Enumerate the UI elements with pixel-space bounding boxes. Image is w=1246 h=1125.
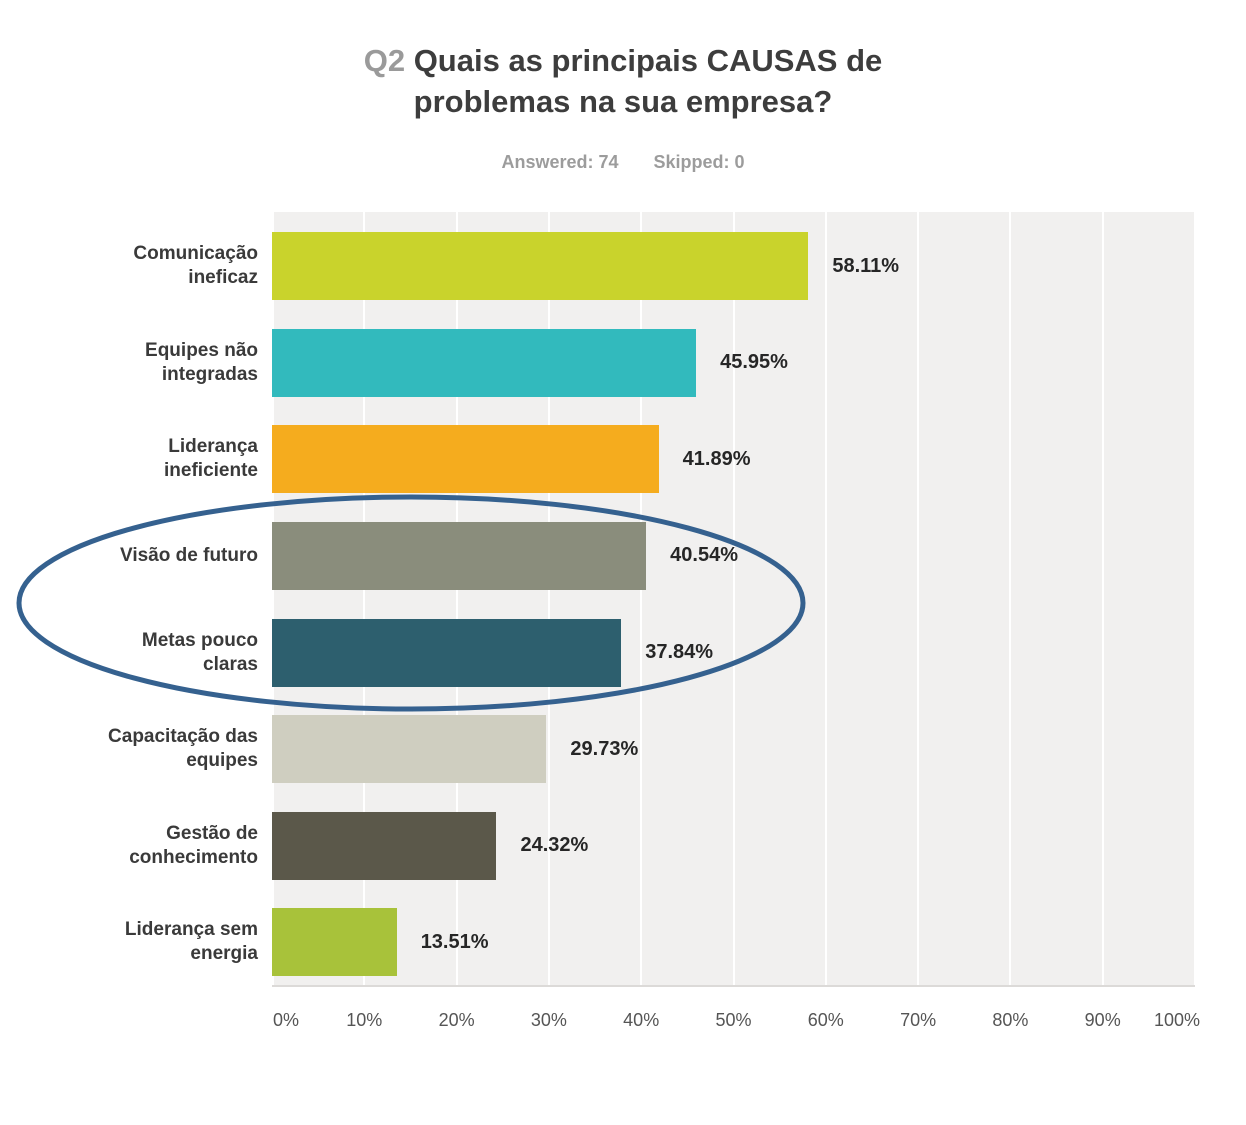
value-label: 37.84% xyxy=(645,641,714,663)
x-tick-label: 80% xyxy=(992,1010,1029,1030)
response-stats: Answered: 74 Skipped: 0 xyxy=(0,152,1246,173)
category-label: Comunicação ineficaz xyxy=(133,243,258,288)
category-label: Equipes não integradas xyxy=(145,339,258,385)
bar-2 xyxy=(272,328,697,397)
skipped-count: Skipped: 0 xyxy=(653,152,745,172)
x-tick-label: 20% xyxy=(438,1010,475,1030)
gridline xyxy=(1101,212,1104,985)
gridline xyxy=(824,212,827,985)
bar-4 xyxy=(272,521,647,590)
category-label: Liderança ineficiente xyxy=(164,436,258,482)
x-tick-label: 50% xyxy=(715,1010,752,1030)
bar-5 xyxy=(272,618,622,687)
bar-1 xyxy=(272,232,809,300)
gridline xyxy=(917,212,920,985)
plot-area: 58.11% 45.95% 41.89% 40.54% 37.84% 29.73% 24.3… xyxy=(272,212,1196,987)
question-number: Q2 xyxy=(363,43,406,78)
chart-title: Q2 Quais as principais CAUSAS de problem… xyxy=(0,40,1246,122)
x-tick-label: 60% xyxy=(807,1010,844,1030)
bar-6 xyxy=(272,715,547,784)
bar-3 xyxy=(272,425,659,494)
x-tick-label: 30% xyxy=(530,1010,567,1030)
x-tick-label: 90% xyxy=(1084,1010,1121,1030)
value-label: 24.32% xyxy=(520,834,589,857)
x-tick-label: 70% xyxy=(900,1010,937,1030)
value-label: 29.73% xyxy=(570,737,639,760)
x-tick-label: 0% xyxy=(272,1010,300,1030)
bar-7 xyxy=(272,811,497,880)
category-label: Liderança sem energia xyxy=(124,919,258,965)
category-label: Capacitação das equipes xyxy=(108,726,258,772)
x-tick-label: 10% xyxy=(346,1010,383,1030)
category-label: Visão de futuro xyxy=(120,544,258,566)
value-label: 40.54% xyxy=(670,544,739,567)
x-tick-label: 40% xyxy=(623,1010,660,1030)
value-label: 58.11% xyxy=(832,254,900,277)
answered-count: Answered: 74 xyxy=(501,152,619,172)
category-label: Gestão de conhecimento xyxy=(129,822,258,868)
category-label: Metas pouco claras xyxy=(141,629,258,675)
x-tick-label: 100% xyxy=(1153,1010,1201,1030)
value-label: 45.95% xyxy=(720,351,788,374)
gridline xyxy=(1009,212,1012,985)
value-label: 41.89% xyxy=(682,447,751,470)
gridline xyxy=(1194,212,1196,985)
bar-8 xyxy=(272,908,397,977)
value-label: 13.51% xyxy=(420,930,489,953)
question-title-text: Quais as principais CAUSAS de problemas … xyxy=(413,43,883,119)
